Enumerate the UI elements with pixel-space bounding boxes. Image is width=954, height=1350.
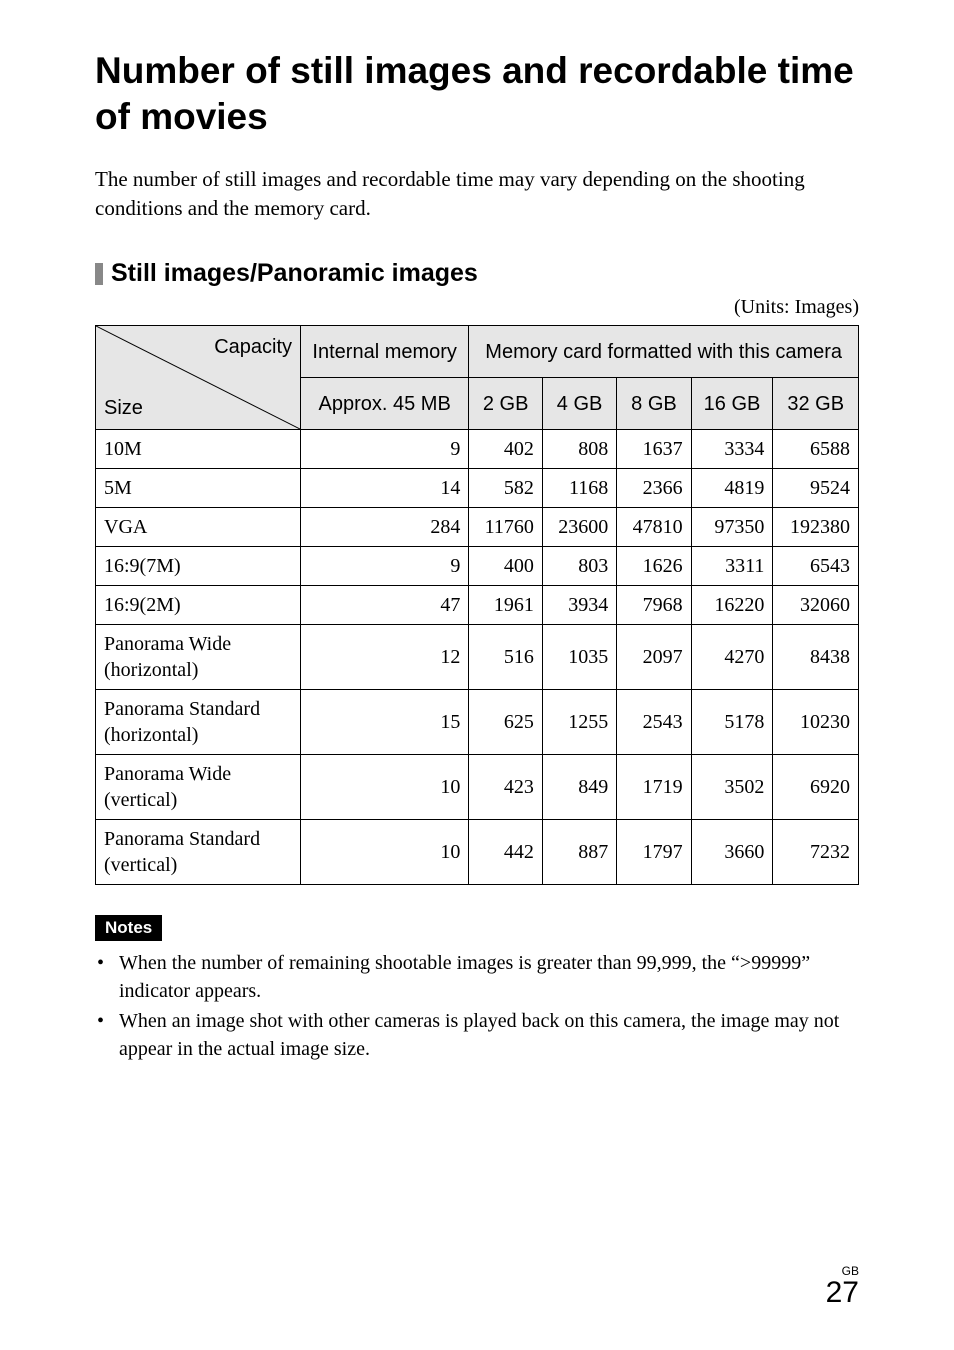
value-cell: 442 <box>469 820 543 885</box>
col-32gb: 32 GB <box>773 378 859 430</box>
diagonal-header-cell: Capacity Size <box>96 326 301 430</box>
table-row: 10M9402808163733346588 <box>96 430 859 469</box>
notes-list: When the number of remaining shootable i… <box>95 949 859 1063</box>
value-cell: 3934 <box>542 586 616 625</box>
value-cell: 1961 <box>469 586 543 625</box>
value-cell: 2543 <box>617 690 691 755</box>
value-cell: 9 <box>301 430 469 469</box>
value-cell: 3334 <box>691 430 773 469</box>
value-cell: 1797 <box>617 820 691 885</box>
value-cell: 9524 <box>773 469 859 508</box>
value-cell: 12 <box>301 625 469 690</box>
size-cell: VGA <box>96 508 301 547</box>
value-cell: 4819 <box>691 469 773 508</box>
list-item: When the number of remaining shootable i… <box>95 949 859 1005</box>
value-cell: 47 <box>301 586 469 625</box>
value-cell: 2366 <box>617 469 691 508</box>
value-cell: 1719 <box>617 755 691 820</box>
value-cell: 32060 <box>773 586 859 625</box>
subheading-row: Still images/Panoramic images <box>95 259 859 288</box>
subheading-bar-icon <box>95 263 103 285</box>
value-cell: 849 <box>542 755 616 820</box>
size-cell: Panorama Wide (vertical) <box>96 755 301 820</box>
value-cell: 625 <box>469 690 543 755</box>
value-cell: 284 <box>301 508 469 547</box>
page-number: 27 <box>826 1276 859 1310</box>
value-cell: 402 <box>469 430 543 469</box>
page-title: Number of still images and recordable ti… <box>95 48 859 141</box>
value-cell: 10 <box>301 755 469 820</box>
page-footer: GB 27 <box>826 1264 859 1310</box>
value-cell: 5178 <box>691 690 773 755</box>
value-cell: 1626 <box>617 547 691 586</box>
value-cell: 6543 <box>773 547 859 586</box>
table-row: Panorama Wide (horizontal)12516103520974… <box>96 625 859 690</box>
size-cell: 16:9(2M) <box>96 586 301 625</box>
value-cell: 400 <box>469 547 543 586</box>
notes-badge: Notes <box>95 915 162 941</box>
value-cell: 808 <box>542 430 616 469</box>
value-cell: 887 <box>542 820 616 885</box>
subheading-text: Still images/Panoramic images <box>111 259 478 288</box>
col-2gb: 2 GB <box>469 378 543 430</box>
value-cell: 1637 <box>617 430 691 469</box>
value-cell: 23600 <box>542 508 616 547</box>
table-row: 16:9(7M)9400803162633116543 <box>96 547 859 586</box>
size-cell: Panorama Wide (horizontal) <box>96 625 301 690</box>
value-cell: 2097 <box>617 625 691 690</box>
value-cell: 15 <box>301 690 469 755</box>
table-row: Panorama Standard (vertical)104428871797… <box>96 820 859 885</box>
size-cell: 5M <box>96 469 301 508</box>
value-cell: 97350 <box>691 508 773 547</box>
value-cell: 1035 <box>542 625 616 690</box>
value-cell: 6920 <box>773 755 859 820</box>
diag-label-capacity: Capacity <box>214 334 292 360</box>
value-cell: 10230 <box>773 690 859 755</box>
table-row: 5M145821168236648199524 <box>96 469 859 508</box>
col-internal-sub: Approx. 45 MB <box>301 378 469 430</box>
size-cell: 10M <box>96 430 301 469</box>
size-cell: Panorama Standard (horizontal) <box>96 690 301 755</box>
value-cell: 1255 <box>542 690 616 755</box>
col-4gb: 4 GB <box>542 378 616 430</box>
units-label: (Units: Images) <box>95 296 859 319</box>
size-cell: 16:9(7M) <box>96 547 301 586</box>
table-row: 16:9(2M)471961393479681622032060 <box>96 586 859 625</box>
diag-label-size: Size <box>104 395 143 421</box>
value-cell: 11760 <box>469 508 543 547</box>
col-16gb: 16 GB <box>691 378 773 430</box>
capacity-table: Capacity Size Internal memory Memory car… <box>95 325 859 885</box>
value-cell: 3502 <box>691 755 773 820</box>
value-cell: 10 <box>301 820 469 885</box>
col-8gb: 8 GB <box>617 378 691 430</box>
value-cell: 8438 <box>773 625 859 690</box>
table-body: 10M94028081637333465885M1458211682366481… <box>96 430 859 885</box>
value-cell: 7232 <box>773 820 859 885</box>
col-group-internal: Internal memory <box>301 326 469 378</box>
intro-paragraph: The number of still images and recordabl… <box>95 165 859 224</box>
value-cell: 3311 <box>691 547 773 586</box>
size-cell: Panorama Standard (vertical) <box>96 820 301 885</box>
value-cell: 423 <box>469 755 543 820</box>
value-cell: 516 <box>469 625 543 690</box>
value-cell: 4270 <box>691 625 773 690</box>
value-cell: 14 <box>301 469 469 508</box>
value-cell: 16220 <box>691 586 773 625</box>
table-row: Panorama Wide (vertical)1042384917193502… <box>96 755 859 820</box>
value-cell: 47810 <box>617 508 691 547</box>
value-cell: 9 <box>301 547 469 586</box>
value-cell: 7968 <box>617 586 691 625</box>
table-row: Panorama Standard (horizontal)1562512552… <box>96 690 859 755</box>
value-cell: 3660 <box>691 820 773 885</box>
table-row: VGA28411760236004781097350192380 <box>96 508 859 547</box>
value-cell: 582 <box>469 469 543 508</box>
value-cell: 803 <box>542 547 616 586</box>
col-group-card: Memory card formatted with this camera <box>469 326 859 378</box>
list-item: When an image shot with other cameras is… <box>95 1007 859 1063</box>
value-cell: 6588 <box>773 430 859 469</box>
value-cell: 1168 <box>542 469 616 508</box>
value-cell: 192380 <box>773 508 859 547</box>
